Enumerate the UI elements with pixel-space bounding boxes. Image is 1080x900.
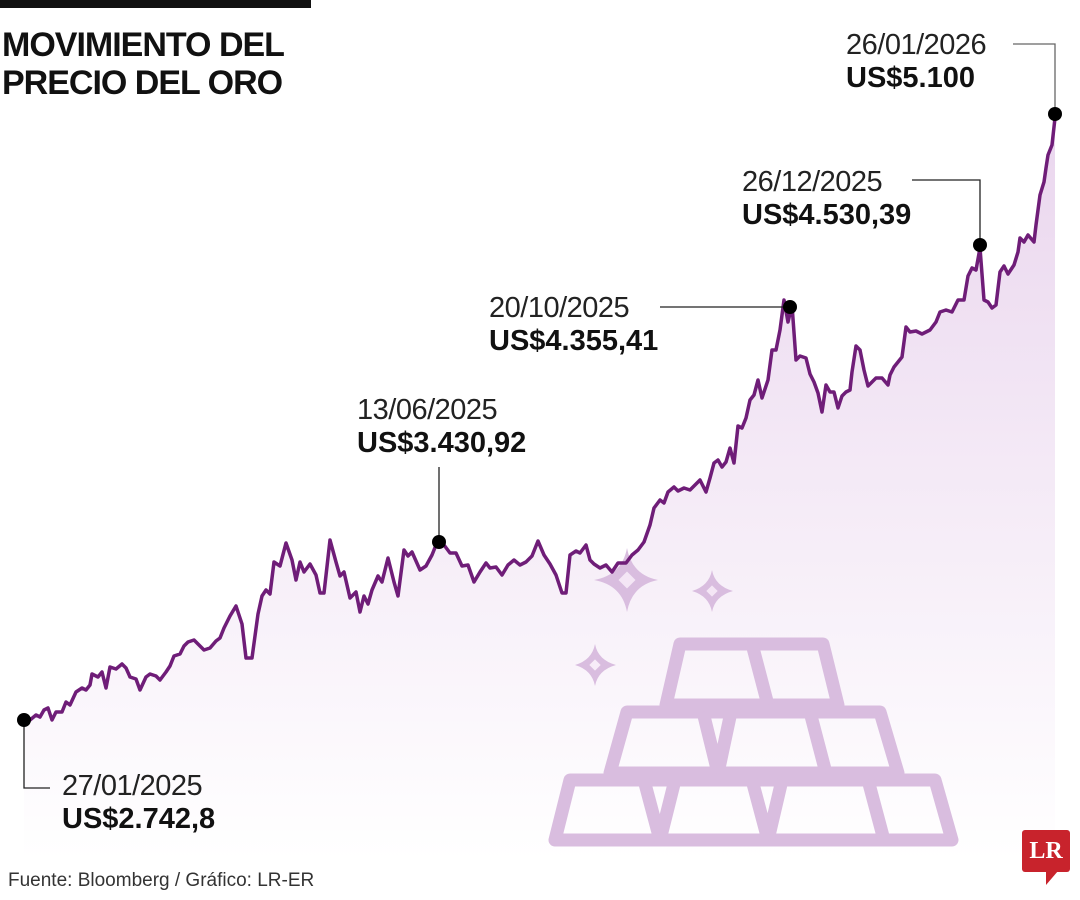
sparkle-icons [575, 548, 733, 686]
annotation-jan2025: 27/01/2025 US$2.742,8 [62, 772, 215, 834]
marker-oct2025 [783, 300, 797, 314]
leader-line-jan2026 [1013, 43, 1056, 114]
annotation-date: 20/10/2025 [489, 292, 630, 324]
chart-title-line2: PRECIO DEL ORO [2, 64, 283, 102]
marker-dec2025 [973, 238, 987, 252]
annotation-oct2025: 20/10/2025 US$4.355,41 [489, 294, 658, 356]
title-accent-bar [0, 0, 311, 8]
annotation-leaders [23, 43, 1056, 789]
marker-jan2026 [1048, 107, 1062, 121]
annotation-date: 13/06/2025 [357, 394, 498, 426]
price-line [23, 117, 1057, 724]
annotation-value: US$5.100 [846, 62, 975, 94]
price-area-fill [24, 118, 1055, 860]
annotation-value: US$2.742,8 [62, 803, 216, 835]
annotation-date: 26/12/2025 [742, 166, 883, 198]
leader-line-dec2025 [912, 179, 981, 245]
gold-bars-illustration [548, 637, 959, 847]
annotation-date: 27/01/2025 [62, 770, 203, 802]
annotation-value: US$4.355,41 [489, 325, 659, 357]
chart-title: MOVIMIENTO DEL PRECIO DEL ORO [2, 26, 285, 102]
annotation-jun2025: 13/06/2025 US$3.430,92 [357, 396, 526, 458]
chart-title-line1: MOVIMIENTO DEL [2, 26, 285, 64]
lr-logo-tail [1046, 871, 1058, 885]
annotation-markers [17, 107, 1062, 727]
annotation-jan2026: 26/01/2026 US$5.100 [846, 29, 987, 94]
marker-jun2025 [432, 535, 446, 549]
source-credit: Fuente: Bloomberg / Gráfico: LR-ER [8, 870, 315, 891]
marker-jan2025 [17, 713, 31, 727]
annotation-value: US$4.530,39 [742, 199, 912, 231]
lr-logo: LR [1022, 830, 1070, 872]
annotation-date: 26/01/2026 [846, 29, 987, 61]
annotation-value: US$3.430,92 [357, 427, 527, 459]
annotation-dec2025: 26/12/2025 US$4.530,39 [742, 168, 911, 230]
leader-line-jan2025 [23, 722, 50, 789]
